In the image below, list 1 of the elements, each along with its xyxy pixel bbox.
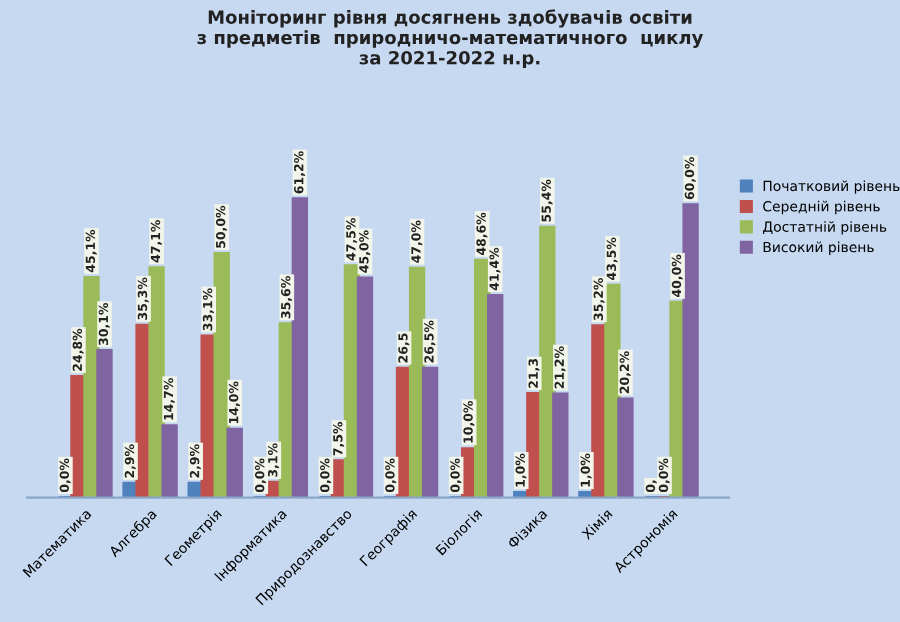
chart-title: Моніторинг рівня досягнень здобувачів освіти з предметів природничо-математичного циклу за 2021-2022 н.р. bbox=[197, 9, 704, 69]
